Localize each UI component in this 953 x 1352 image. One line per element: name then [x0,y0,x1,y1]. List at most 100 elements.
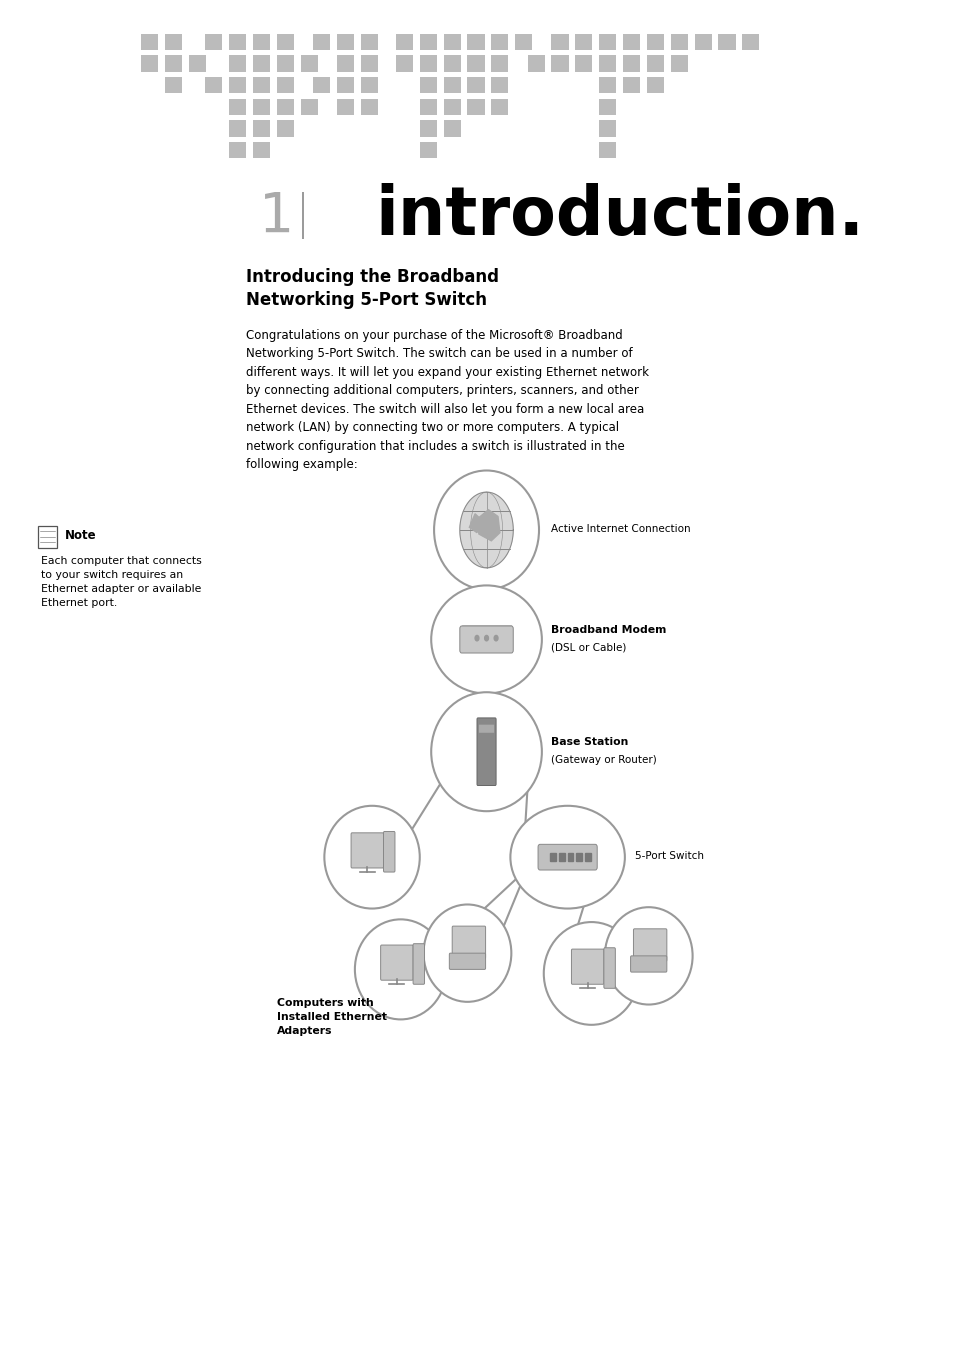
Bar [551,55,568,72]
Bar [313,34,330,50]
FancyBboxPatch shape [603,948,615,988]
Bar [515,34,532,50]
Bar [253,55,270,72]
Bar [300,99,317,115]
Polygon shape [476,510,499,541]
Bar [229,120,246,137]
Text: 1: 1 [259,189,294,243]
Bar [598,142,616,158]
Bar [300,55,317,72]
Bar [229,142,246,158]
Bar [443,77,460,93]
Bar [718,34,735,50]
Bar [584,853,590,861]
Bar [395,34,413,50]
Bar [336,99,354,115]
Bar [165,34,182,50]
Bar [527,55,544,72]
Bar [276,120,294,137]
Bar [360,55,377,72]
Bar [670,55,687,72]
Bar [576,853,581,861]
Bar [646,34,663,50]
Bar [467,99,484,115]
Bar [575,55,592,72]
Bar [598,55,616,72]
Bar [491,99,508,115]
FancyBboxPatch shape [383,831,395,872]
FancyBboxPatch shape [478,725,494,733]
Bar [694,34,711,50]
FancyBboxPatch shape [38,526,57,548]
Text: Introducing the Broadband
Networking 5-Port Switch: Introducing the Broadband Networking 5-P… [246,268,498,308]
Bar [276,34,294,50]
Bar [646,55,663,72]
Bar [276,55,294,72]
Bar [253,77,270,93]
Bar [443,99,460,115]
Bar [165,77,182,93]
FancyBboxPatch shape [633,929,666,961]
Bar [205,34,222,50]
Bar [276,99,294,115]
Bar [598,99,616,115]
Bar [443,55,460,72]
Ellipse shape [355,919,446,1019]
Bar [622,77,639,93]
Bar [253,34,270,50]
Ellipse shape [431,585,541,694]
FancyBboxPatch shape [413,944,424,984]
Bar [419,55,436,72]
Bar [491,55,508,72]
Bar [598,120,616,137]
Bar [395,55,413,72]
FancyBboxPatch shape [380,945,413,980]
Bar [419,77,436,93]
FancyBboxPatch shape [449,953,485,969]
Text: Each computer that connects
to your switch requires an
Ethernet adapter or avail: Each computer that connects to your swit… [41,556,202,607]
Bar [336,55,354,72]
FancyBboxPatch shape [459,626,513,653]
Circle shape [459,492,513,568]
Bar [443,120,460,137]
Text: Active Internet Connection: Active Internet Connection [551,523,690,534]
FancyBboxPatch shape [351,833,383,868]
Bar [360,77,377,93]
Circle shape [475,635,478,641]
Bar [336,34,354,50]
Bar [646,77,663,93]
Bar [336,77,354,93]
Bar [229,34,246,50]
Text: Base Station: Base Station [551,737,628,748]
Text: 5-Port Switch: 5-Port Switch [635,850,703,861]
Ellipse shape [604,907,692,1005]
FancyBboxPatch shape [476,718,496,786]
Bar [229,55,246,72]
FancyBboxPatch shape [630,956,666,972]
Bar [567,853,573,861]
Bar [622,34,639,50]
Text: Broadband Modem: Broadband Modem [551,625,666,635]
Bar [229,99,246,115]
Bar [419,120,436,137]
Bar [229,77,246,93]
Bar [491,34,508,50]
Bar [550,853,556,861]
Ellipse shape [510,806,624,909]
Bar [141,55,158,72]
Ellipse shape [431,692,541,811]
Circle shape [494,635,497,641]
Text: Congratulations on your purchase of the Microsoft® Broadband
Networking 5-Port S: Congratulations on your purchase of the … [246,329,648,470]
Text: (Gateway or Router): (Gateway or Router) [551,754,657,765]
FancyBboxPatch shape [452,926,485,959]
Bar [670,34,687,50]
Bar [276,77,294,93]
Bar [467,77,484,93]
Bar [622,55,639,72]
Bar [419,99,436,115]
Bar [443,34,460,50]
Bar [598,77,616,93]
Bar [360,99,377,115]
Bar [467,55,484,72]
Bar [165,55,182,72]
